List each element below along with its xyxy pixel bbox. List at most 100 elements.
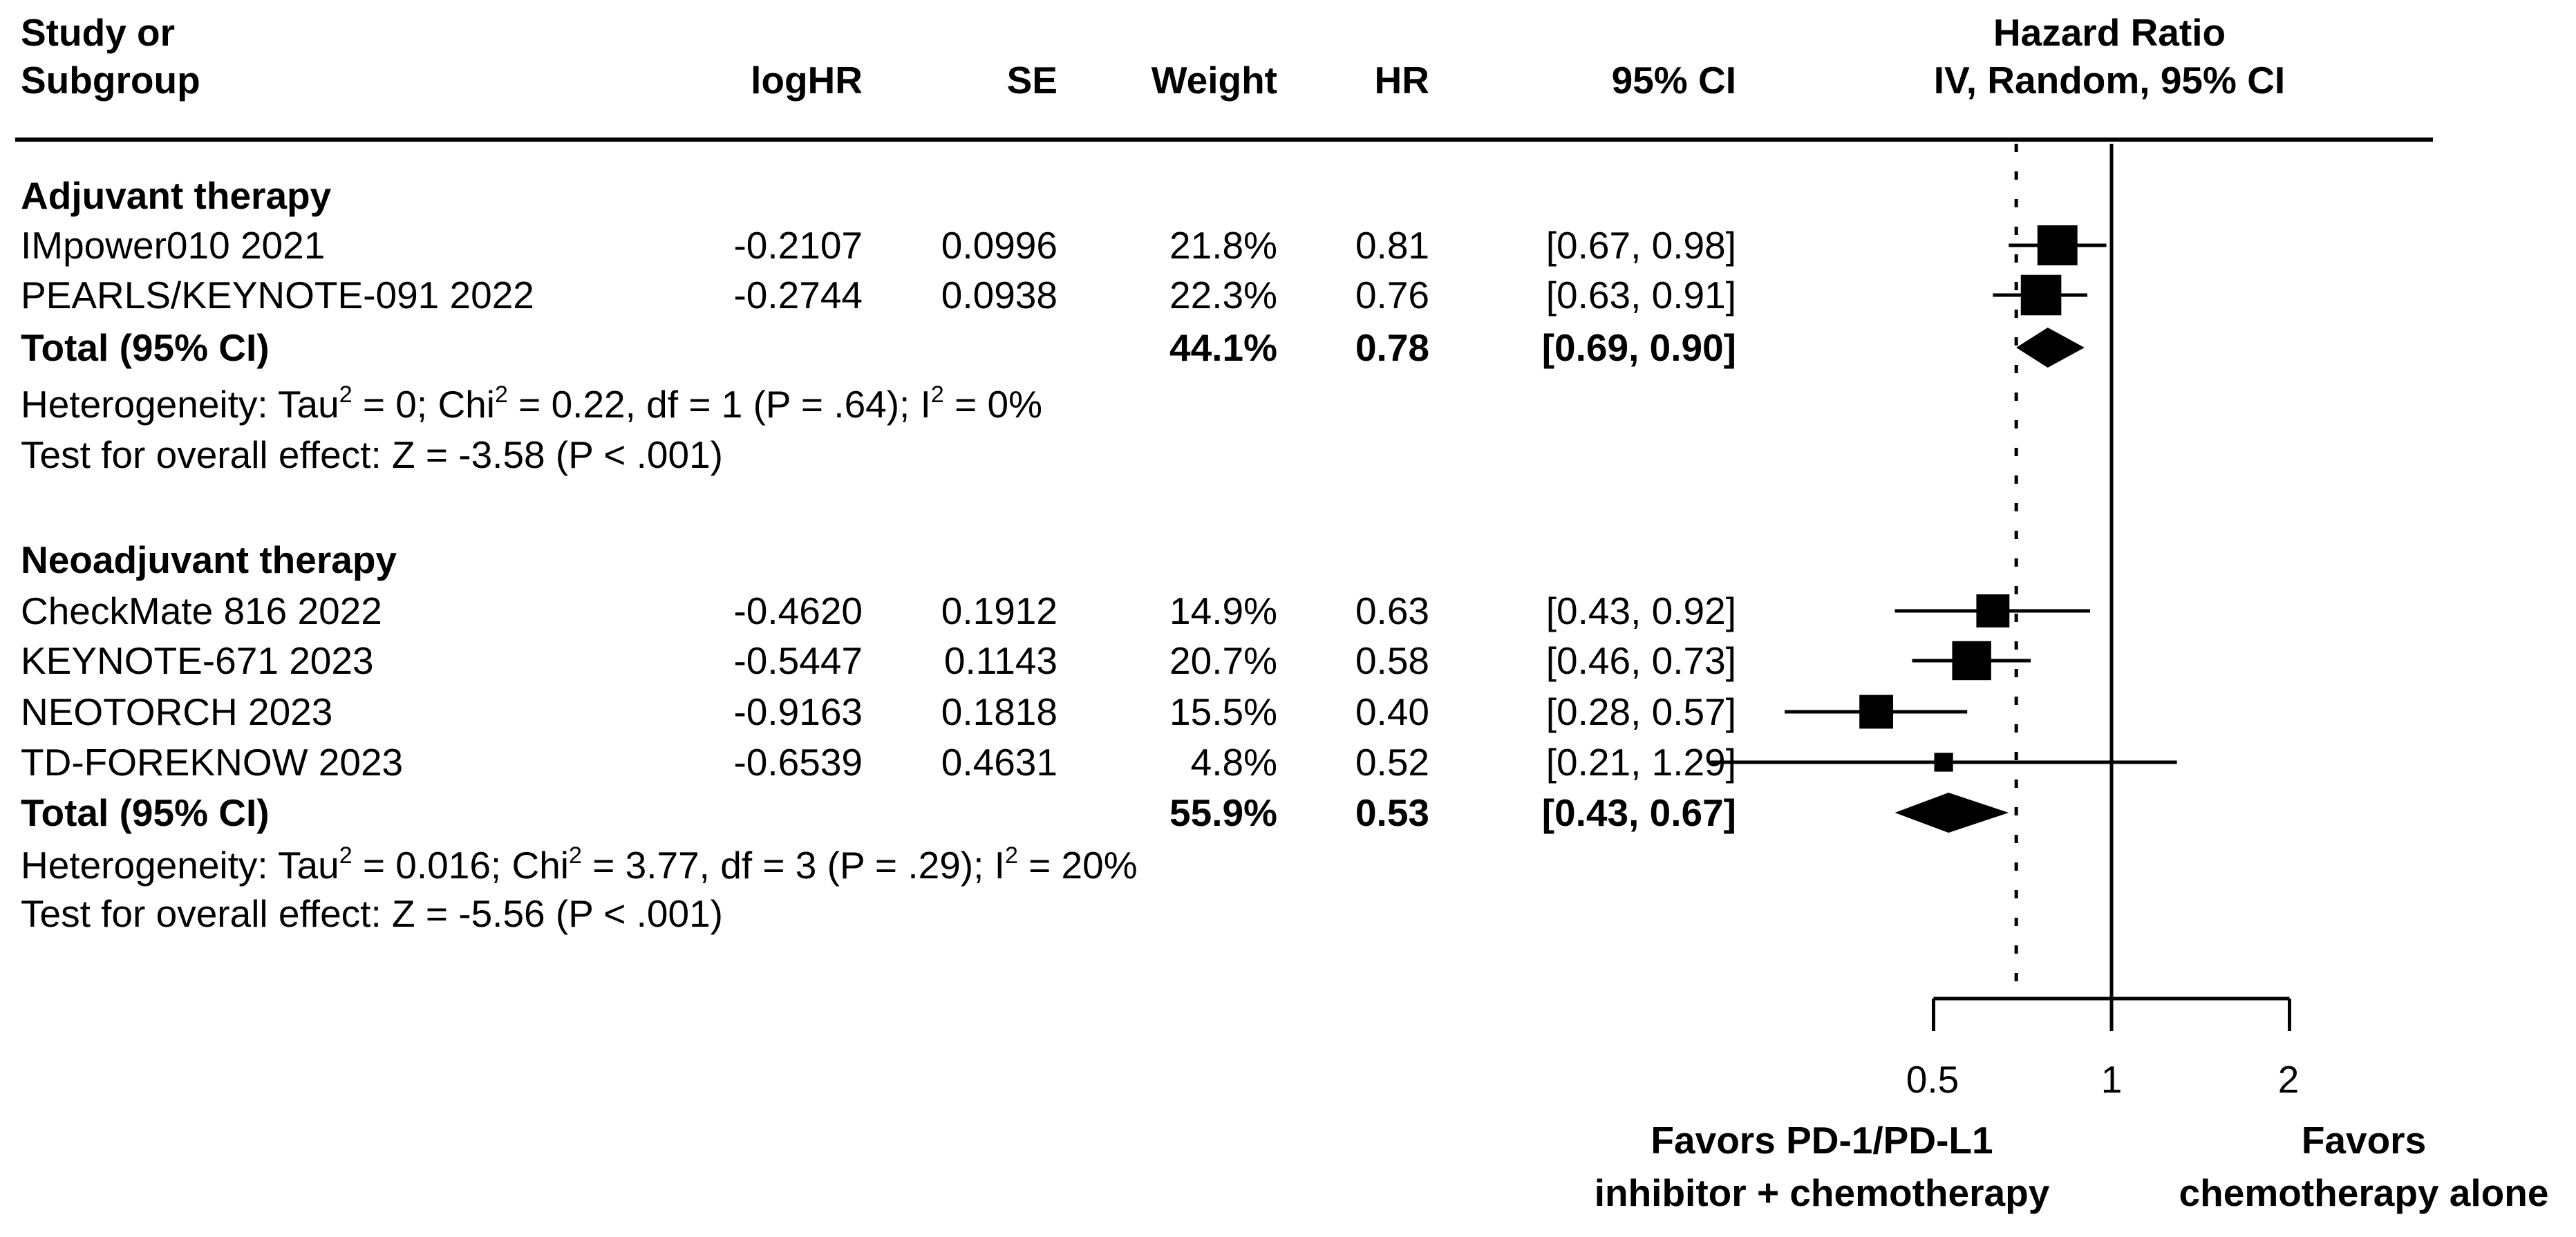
loghr-cell: -0.2744: [733, 274, 863, 317]
axis-tick-label-1: 1: [2100, 1058, 2123, 1101]
superscript-2: 2: [494, 381, 508, 408]
header-effect-line1: Hazard Ratio: [1993, 11, 2226, 54]
total-weight-cell: 44.1%: [1169, 326, 1277, 369]
study-name: KEYNOTE-671 2023: [21, 639, 374, 682]
study-row: CheckMate 816 2022 -0.4620 0.1912 14.9% 0.63…: [0, 586, 2576, 636]
hr-square: [2037, 225, 2078, 265]
heterogeneity-segment: Heterogeneity: Tau: [21, 383, 339, 426]
study-row: TD-FOREKNOW 2023 -0.6539 0.4631 4.8% 0.52 [0.…: [0, 737, 2576, 787]
ci-cell: [0.46, 0.73]: [1545, 639, 1736, 682]
favors-left-line1: Favors PD-1/PD-L1: [1651, 1119, 1993, 1162]
favors-row-2: inhibitor + chemotherapy chemotherapy al…: [0, 1168, 2576, 1218]
total-hr-cell: 0.53: [1355, 791, 1429, 834]
loghr-cell: -0.6539: [733, 741, 863, 784]
total-hr-cell: 0.78: [1355, 326, 1429, 369]
superscript-2: 2: [569, 842, 582, 869]
total-label: Total (95% CI): [21, 791, 270, 834]
heterogeneity-text: Heterogeneity: Tau2 = 0.016; Chi2 = 3.77…: [21, 840, 1138, 896]
total-ci-cell: [0.69, 0.90]: [1541, 326, 1736, 369]
axis-tick-labels: 0.5 1 2: [0, 1055, 2576, 1104]
weight-cell: 4.8%: [1190, 741, 1277, 784]
heterogeneity-segment: = 0%: [943, 383, 1043, 426]
study-name: NEOTORCH 2023: [21, 690, 333, 733]
hr-cell: 0.52: [1355, 741, 1429, 784]
heterogeneity-segment: = 0.016; Chi: [352, 844, 570, 887]
ci-cell: [0.28, 0.57]: [1545, 690, 1736, 733]
group-row: Neoadjuvant therapy: [0, 535, 2576, 585]
heterogeneity-segment: = 20%: [1017, 844, 1138, 887]
hr-square: [1952, 641, 1991, 681]
hr-cell: 0.58: [1355, 639, 1429, 682]
weight-cell: 20.7%: [1169, 639, 1277, 682]
favors-row-1: Favors PD-1/PD-L1 Favors: [0, 1115, 2576, 1165]
header-study-line2: Subgroup: [21, 59, 200, 102]
axis-tick-label-05: 0.5: [1906, 1058, 1959, 1101]
total-row: Total (95% CI) 44.1% 0.78 [0.69, 0.90]: [0, 323, 2576, 372]
ci-cell: [0.21, 1.29]: [1545, 741, 1736, 784]
study-row: KEYNOTE-671 2023 -0.5447 0.1143 20.7% 0.58 [0…: [0, 636, 2576, 686]
se-cell: 0.0996: [941, 224, 1057, 267]
ci-cell: [0.43, 0.92]: [1545, 589, 1736, 632]
group-row: Adjuvant therapy: [0, 171, 2576, 220]
heterogeneity-segment: = 0; Chi: [352, 383, 495, 426]
header-effect-line2: IV, Random, 95% CI: [1933, 59, 2286, 102]
heterogeneity-segment: = 3.77, df = 3 (P = .29); I: [581, 844, 1005, 887]
loghr-cell: -0.2107: [733, 224, 863, 267]
total-label: Total (95% CI): [21, 326, 270, 369]
heterogeneity-row: Heterogeneity: Tau2 = 0; Chi2 = 0.22, df…: [0, 379, 2576, 429]
total-diamond: [1895, 793, 2009, 833]
heterogeneity-segment: = 0.22, df = 1 (P = .64); I: [507, 383, 931, 426]
test-row: Test for overall effect: Z = -3.58 (P < …: [0, 430, 2576, 480]
hr-cell: 0.63: [1355, 589, 1429, 632]
superscript-2: 2: [930, 381, 944, 408]
weight-cell: 21.8%: [1169, 224, 1277, 267]
favors-left-line2: inhibitor + chemotherapy: [1594, 1171, 2050, 1214]
header-study-line1: Study or: [21, 11, 176, 54]
hr-square: [1976, 594, 2010, 627]
overall-effect-test-text: Test for overall effect: Z = -3.58 (P < …: [21, 433, 723, 476]
weight-cell: 15.5%: [1169, 690, 1277, 733]
loghr-cell: -0.9163: [733, 690, 863, 733]
group-label: Neoadjuvant therapy: [21, 538, 397, 581]
study-row: IMpower010 2021 -0.2107 0.0996 21.8% 0.81 [0.…: [0, 220, 2576, 270]
study-name: TD-FOREKNOW 2023: [21, 741, 404, 784]
total-ci-cell: [0.43, 0.67]: [1541, 791, 1736, 834]
se-cell: 0.1818: [941, 690, 1057, 733]
test-row: Test for overall effect: Z = -5.56 (P < …: [0, 889, 2576, 938]
header-row-2: Subgroup logHR SE Weight HR 95% CI IV, R…: [0, 55, 2576, 105]
hr-cell: 0.81: [1355, 224, 1429, 267]
hr-square: [1934, 753, 1953, 772]
superscript-2: 2: [339, 842, 352, 869]
header-weight: Weight: [1151, 59, 1277, 102]
overall-effect-test-text: Test for overall effect: Z = -5.56 (P < …: [21, 892, 723, 935]
axis-tick-label-2: 2: [2277, 1058, 2300, 1101]
group-label: Adjuvant therapy: [21, 174, 332, 217]
favors-right-line2: chemotherapy alone: [2179, 1171, 2549, 1214]
heterogeneity-row: Heterogeneity: Tau2 = 0.016; Chi2 = 3.77…: [0, 840, 2576, 890]
study-row: PEARLS/KEYNOTE-091 2022 -0.2744 0.0938 22.3…: [0, 270, 2576, 320]
total-diamond: [2016, 328, 2085, 368]
heterogeneity-text: Heterogeneity: Tau2 = 0; Chi2 = 0.22, df…: [21, 379, 1042, 435]
total-row: Total (95% CI) 55.9% 0.53 [0.43, 0.67]: [0, 788, 2576, 838]
hr-cell: 0.40: [1355, 690, 1429, 733]
se-cell: 0.1912: [941, 589, 1057, 632]
favors-right-line1: Favors: [2301, 1119, 2427, 1162]
header-loghr: logHR: [751, 59, 863, 102]
loghr-cell: -0.5447: [733, 639, 863, 682]
study-name: IMpower010 2021: [21, 224, 326, 267]
weight-cell: 22.3%: [1169, 274, 1277, 317]
loghr-cell: -0.4620: [733, 589, 863, 632]
header-se: SE: [1006, 59, 1057, 102]
se-cell: 0.4631: [941, 741, 1057, 784]
study-name: CheckMate 816 2022: [21, 589, 382, 632]
header-hr: HR: [1374, 59, 1429, 102]
study-row: NEOTORCH 2023 -0.9163 0.1818 15.5% 0.40 [0.28…: [0, 687, 2576, 737]
study-name: PEARLS/KEYNOTE-091 2022: [21, 274, 534, 317]
header-rule: [15, 138, 2433, 142]
ci-cell: [0.67, 0.98]: [1545, 224, 1736, 267]
weight-cell: 14.9%: [1169, 589, 1277, 632]
superscript-2: 2: [1004, 842, 1018, 869]
se-cell: 0.0938: [941, 274, 1057, 317]
